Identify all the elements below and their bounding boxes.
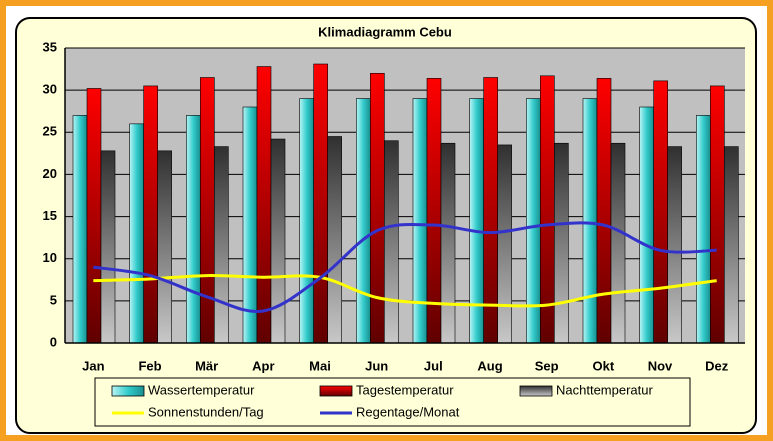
bar	[313, 63, 328, 344]
x-tick-label: Aug	[477, 358, 502, 373]
bar	[256, 66, 272, 344]
y-tick-label: 20	[43, 166, 57, 181]
y-tick-label: 0	[50, 334, 57, 349]
line	[93, 221, 717, 313]
bar	[596, 78, 612, 344]
y-tick-label: 5	[50, 292, 57, 307]
bar	[610, 142, 626, 344]
bar	[582, 98, 598, 344]
bar	[384, 140, 399, 344]
x-tick-label: Apr	[252, 358, 274, 373]
bar	[696, 115, 711, 344]
bar	[86, 88, 102, 344]
x-tick-label: Dez	[705, 358, 729, 373]
legend-label: Sonnenstunden/Tag	[148, 404, 264, 419]
bar	[440, 142, 456, 344]
x-tick-label: Nov	[648, 358, 673, 373]
bar	[299, 98, 314, 344]
x-tick-label: Mär	[195, 358, 218, 373]
x-tick-label: Jul	[424, 358, 443, 373]
bar	[639, 106, 654, 344]
legend-swatch	[111, 385, 145, 397]
bar	[710, 85, 725, 344]
bar	[356, 98, 371, 344]
bar	[214, 146, 229, 344]
x-tick-label: Sep	[535, 358, 559, 373]
bar	[143, 85, 158, 344]
y-tick-label: 25	[43, 124, 57, 139]
bar	[667, 146, 682, 344]
bar	[242, 106, 258, 344]
legend-label: Tagestemperatur	[356, 382, 454, 397]
y-tick-label: 15	[43, 208, 57, 223]
bar	[370, 72, 385, 344]
legend	[94, 377, 691, 427]
x-tick-label: Jun	[365, 358, 388, 373]
chart-title: Klimadiagramm Cebu	[318, 24, 452, 39]
bar	[200, 77, 215, 344]
bar	[129, 123, 144, 344]
bar	[270, 138, 286, 344]
bar	[653, 80, 668, 344]
bar	[483, 77, 498, 344]
legend-swatch	[519, 385, 553, 397]
y-tick-label: 10	[43, 250, 57, 265]
x-tick-label: Feb	[138, 358, 161, 373]
legend-label: Nachttemperatur	[556, 382, 653, 397]
legend-label: Wassertemperatur	[148, 382, 255, 397]
bar	[186, 115, 201, 344]
bar	[72, 115, 88, 344]
bar	[554, 142, 569, 344]
bar	[724, 146, 739, 344]
y-tick-label: 35	[43, 39, 57, 54]
bar	[327, 136, 342, 344]
bar	[157, 150, 172, 344]
y-tick-label: 30	[43, 82, 57, 97]
x-tick-label: Jan	[82, 358, 104, 373]
x-tick-label: Mai	[309, 358, 331, 373]
plot-area	[65, 48, 745, 343]
legend-swatch	[319, 385, 353, 397]
bar	[497, 144, 512, 344]
line	[93, 274, 717, 308]
bar	[412, 98, 428, 344]
x-tick-label: Okt	[592, 358, 614, 373]
legend-label: Regentage/Monat	[356, 404, 460, 419]
bar	[100, 150, 116, 344]
